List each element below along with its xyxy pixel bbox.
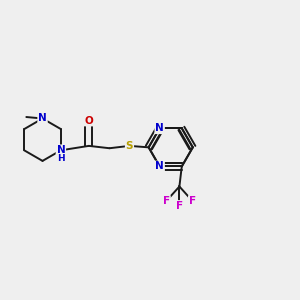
- Text: H: H: [57, 154, 65, 163]
- Text: S: S: [126, 141, 133, 151]
- Text: N: N: [56, 145, 65, 155]
- Text: N: N: [155, 123, 164, 133]
- Text: N: N: [38, 113, 47, 124]
- Text: N: N: [155, 161, 164, 172]
- Text: F: F: [163, 196, 170, 206]
- Text: F: F: [176, 201, 183, 211]
- Text: O: O: [85, 116, 93, 126]
- Text: F: F: [189, 196, 196, 206]
